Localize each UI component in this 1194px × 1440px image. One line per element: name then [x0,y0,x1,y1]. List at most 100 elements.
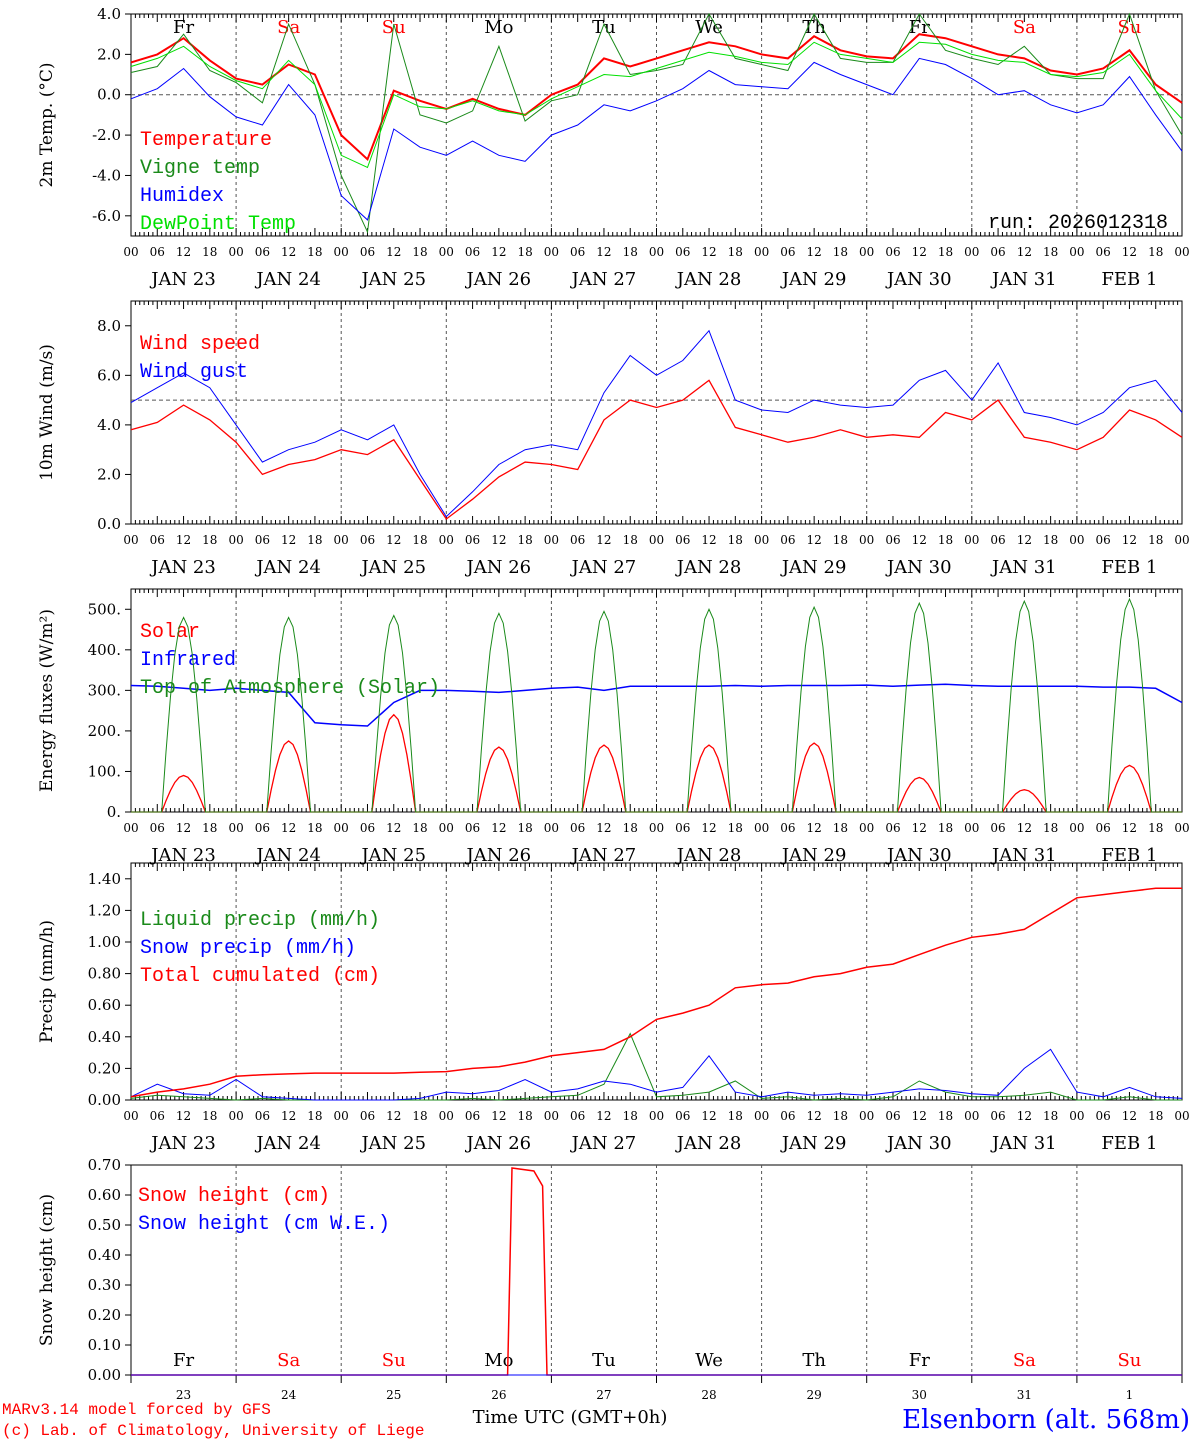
hour-label: 12 [491,1109,506,1123]
y-tick-label: 500. [88,600,121,618]
hour-label: 12 [912,245,927,259]
date-label: JAN 31 [990,845,1057,866]
y-axis-label: 2m Temp. (°C) [37,62,57,187]
hour-label: 00 [439,1109,454,1123]
hour-label: 06 [570,1109,585,1123]
hour-label: 18 [623,245,638,259]
legend-entry: Snow precip (mm/h) [140,937,356,960]
hour-label: 18 [1043,821,1058,835]
hour-label: 12 [807,533,822,547]
hour-label: 12 [1122,245,1137,259]
hour-label: 12 [912,1109,927,1123]
hour-label: 06 [255,821,270,835]
date-label: JAN 28 [675,269,742,290]
y-tick-label: 2.0 [97,465,121,483]
hour-label: 12 [176,821,191,835]
hour-label: 18 [517,1109,532,1123]
hour-label: 00 [1069,821,1084,835]
hour-label: 00 [1069,533,1084,547]
hour-label: 18 [833,821,848,835]
panel-3: 00 06 12 18 00 06 12 18 00 06 12 18 00 06 12 18 00 06 12 18… [37,588,1190,866]
y-tick-label: 4.0 [97,416,121,434]
day-name: Mo [484,17,513,38]
legend-entry: Solar [140,621,200,644]
hour-label: 00 [123,821,138,835]
hour-label: 18 [412,245,427,259]
y-tick-label: -2.0 [92,126,121,144]
series-line-humidex [130,57,1183,221]
y-tick-label: -4.0 [92,166,121,184]
day-name: Tu [592,1350,616,1371]
legend-entry: Humidex [140,185,224,208]
hour-label: 12 [701,533,716,547]
hour-label: 06 [780,1109,795,1123]
legend-entry: Infrared [140,649,236,672]
hour-label: 18 [1148,821,1163,835]
hour-label: 12 [281,245,296,259]
day-name: Su [1117,1350,1141,1371]
day-name: Th [802,17,826,38]
y-tick-label: 0.0 [97,515,121,533]
day-name: Th [802,1350,826,1371]
y-tick-label: 400. [88,641,121,659]
hour-label: 00 [1174,245,1189,259]
hour-label: 00 [649,533,664,547]
series-line-total-cumulated-cm- [130,887,1182,1098]
hour-label: 12 [491,821,506,835]
hour-label: 00 [334,245,349,259]
date-label: JAN 25 [359,557,426,578]
hour-label: 00 [649,821,664,835]
hour-label: 18 [412,1109,427,1123]
hour-label: 00 [334,533,349,547]
date-label: JAN 29 [780,845,847,866]
hour-label: 06 [885,821,900,835]
hour-label: 18 [517,821,532,835]
date-label: FEB 1 [1101,269,1157,290]
hour-label: 00 [439,821,454,835]
date-label: JAN 28 [675,1133,742,1154]
hour-label: 00 [754,245,769,259]
hour-label: 18 [833,533,848,547]
date-label: JAN 31 [990,557,1057,578]
station-title: Elsenborn (alt. 568m) [902,1405,1190,1435]
hour-label: 18 [1043,245,1058,259]
legend-entry: Liquid precip (mm/h) [140,909,380,932]
series-line-snow-precip-mm-h- [130,1048,1183,1101]
date-label: FEB 1 [1101,557,1157,578]
hour-label: 18 [1043,1109,1058,1123]
hour-label: 12 [1122,1109,1137,1123]
hour-label: 06 [570,821,585,835]
hour-label: 12 [491,245,506,259]
day-name: Fr [909,1350,930,1371]
hour-label: 18 [833,245,848,259]
y-tick-label: 6.0 [97,366,121,384]
hour-label: 06 [360,1109,375,1123]
date-number: 25 [386,1388,401,1402]
hour-label: 00 [754,821,769,835]
hour-label: 12 [1017,821,1032,835]
legend-entry: Snow height (cm) [138,1185,330,1208]
hour-label: 18 [938,821,953,835]
hour-label: 00 [754,1109,769,1123]
hour-label: 18 [1148,1109,1163,1123]
hour-label: 06 [780,821,795,835]
hour-label: 00 [123,533,138,547]
series-line-top-of-atmosphere-solar- [131,597,1182,813]
hour-label: 12 [1122,533,1137,547]
hour-label: 00 [544,245,559,259]
hour-label: 12 [701,1109,716,1123]
hour-label: 00 [649,1109,664,1123]
date-label: JAN 31 [990,1133,1057,1154]
date-label: JAN 24 [254,1133,321,1154]
hour-label: 12 [596,245,611,259]
hour-label: 00 [439,245,454,259]
hour-label: 00 [754,533,769,547]
y-axis-label: 10m Wind (m/s) [37,344,57,481]
hour-label: 00 [544,821,559,835]
hour-label: 18 [938,245,953,259]
y-tick-label: 0.00 [88,1091,121,1109]
y-tick-label: 8.0 [97,317,121,335]
hour-label: 06 [150,1109,165,1123]
date-label: JAN 30 [885,1133,952,1154]
hour-label: 12 [386,821,401,835]
